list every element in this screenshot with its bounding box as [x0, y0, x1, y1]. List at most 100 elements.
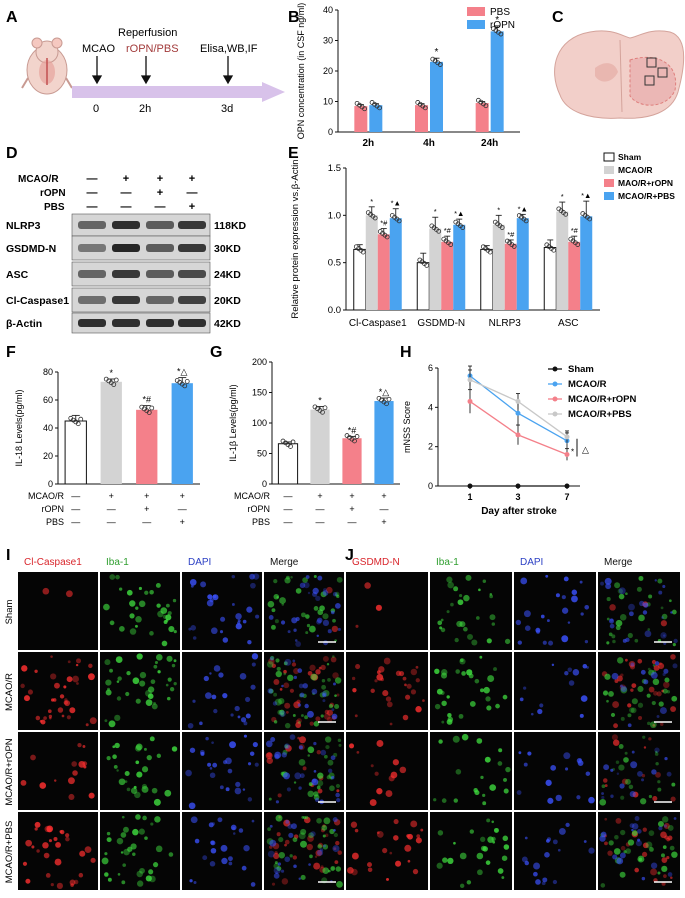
fluorescent-signal [54, 682, 60, 689]
condition-sign: — [71, 517, 80, 527]
fluorescent-signal [279, 688, 283, 691]
fluorescent-signal [483, 686, 490, 694]
fluorescent-signal [333, 819, 341, 826]
fluorescent-signal [503, 777, 507, 782]
legend-swatch [467, 20, 485, 29]
fluorescent-signal [234, 705, 240, 712]
fluorescent-signal [650, 862, 658, 869]
fluorescent-signal [193, 880, 197, 884]
fluorescent-signal [393, 818, 399, 825]
fluorescent-signal [527, 751, 532, 756]
fluorescent-signal [497, 761, 503, 766]
wb-row-label-pbs: PBS [44, 202, 65, 213]
fluorescent-signal [459, 852, 467, 860]
fluorescent-signal [208, 822, 214, 828]
fluorescent-signal [327, 759, 334, 766]
fluorescent-signal [109, 668, 113, 673]
fluorescent-signal [354, 714, 358, 718]
fluorescent-signal [524, 625, 531, 631]
fluorescent-signal [663, 824, 667, 828]
fluorescent-signal [489, 594, 494, 599]
fluorescent-signal [629, 823, 635, 828]
fluorescent-signal [571, 595, 578, 603]
fluorescent-signal [491, 622, 496, 626]
fluorescent-signal [82, 761, 88, 766]
fluorescent-signal [278, 851, 286, 859]
fluorescent-signal [386, 877, 389, 881]
fluorescent-signal [564, 671, 569, 676]
fluorescent-signal [317, 575, 323, 581]
fluorescent-signal [173, 659, 177, 663]
fluorescent-signal [293, 781, 297, 784]
legend-label: Sham [568, 364, 594, 375]
fluorescent-signal [656, 691, 662, 697]
fluorescent-signal [437, 620, 443, 626]
fluorescent-signal [65, 833, 70, 838]
fluorescent-signal [523, 762, 528, 767]
fluorescent-signal [489, 614, 496, 621]
wb-sign: + [189, 201, 195, 213]
fluorescent-signal [284, 577, 291, 584]
fluorescent-signal [643, 602, 649, 608]
fluorescent-signal [270, 624, 276, 630]
bar-pbs [475, 103, 489, 132]
fluorescent-signal [642, 827, 647, 832]
fluorescent-signal [660, 853, 665, 858]
fluorescent-signal [307, 746, 315, 754]
protein-label: β-Actin [6, 318, 42, 330]
fluorescent-signal [154, 661, 158, 665]
fluorescent-signal [300, 714, 304, 717]
fluorescent-signal [535, 627, 541, 633]
condition-sign: + [180, 491, 185, 501]
bar-pbs [415, 105, 428, 132]
fluorescent-signal [375, 604, 382, 611]
fluorescent-signal [670, 876, 673, 879]
fluorescent-signal [293, 864, 297, 869]
fluorescent-signal [584, 604, 590, 610]
fluorescent-signal [655, 750, 658, 754]
fluorescent-signal [313, 606, 319, 611]
fluorescent-signal [406, 834, 410, 838]
fluorescent-signal [63, 700, 69, 705]
significance-mark: * [109, 368, 113, 378]
significance-mark: *▲ [454, 209, 464, 218]
y-tick-label: 10 [323, 97, 333, 107]
panel-label-E: E [288, 145, 299, 162]
fluorescent-signal [165, 683, 169, 687]
fluorescent-signal [190, 816, 198, 824]
data-point [575, 242, 581, 247]
y-tick-label: 6 [428, 363, 433, 373]
bar-group-0 [64, 420, 87, 485]
fluorescent-signal [146, 754, 152, 761]
fluorescent-signal [603, 764, 610, 771]
fluorescent-signal [546, 619, 550, 623]
micrograph-tile [100, 652, 180, 730]
fluorescent-signal [302, 577, 308, 583]
legend-label: MCAO/R [618, 165, 652, 175]
legend-label: MCAO/R+PBS [568, 409, 632, 420]
fluorescent-signal [653, 664, 660, 671]
fluorescent-signal [50, 883, 54, 887]
fluorescent-signal [310, 831, 316, 837]
fluorescent-signal [545, 574, 549, 578]
micrograph-tile [264, 732, 344, 810]
fluorescent-signal [579, 713, 584, 718]
fluorescent-signal [299, 692, 305, 698]
row-label: MCAO/R+PBS [4, 821, 15, 884]
fluorescent-signal [141, 786, 149, 793]
fluorescent-signal [437, 830, 444, 836]
fluorescent-signal [141, 766, 149, 773]
fluorescent-signal [105, 679, 112, 686]
fluorescent-signal [305, 631, 309, 635]
legend-label: MCAO/R+rOPN [568, 394, 636, 405]
y-tick-label: 60 [43, 395, 53, 405]
fluorescent-signal [330, 656, 337, 663]
fluorescent-signal [234, 787, 242, 795]
blot-band [112, 244, 140, 252]
fluorescent-signal [271, 882, 276, 886]
fluorescent-signal [654, 752, 659, 756]
fluorescent-signal [502, 835, 509, 842]
fluorescent-signal [601, 792, 605, 795]
fluorescent-signal [243, 844, 250, 852]
